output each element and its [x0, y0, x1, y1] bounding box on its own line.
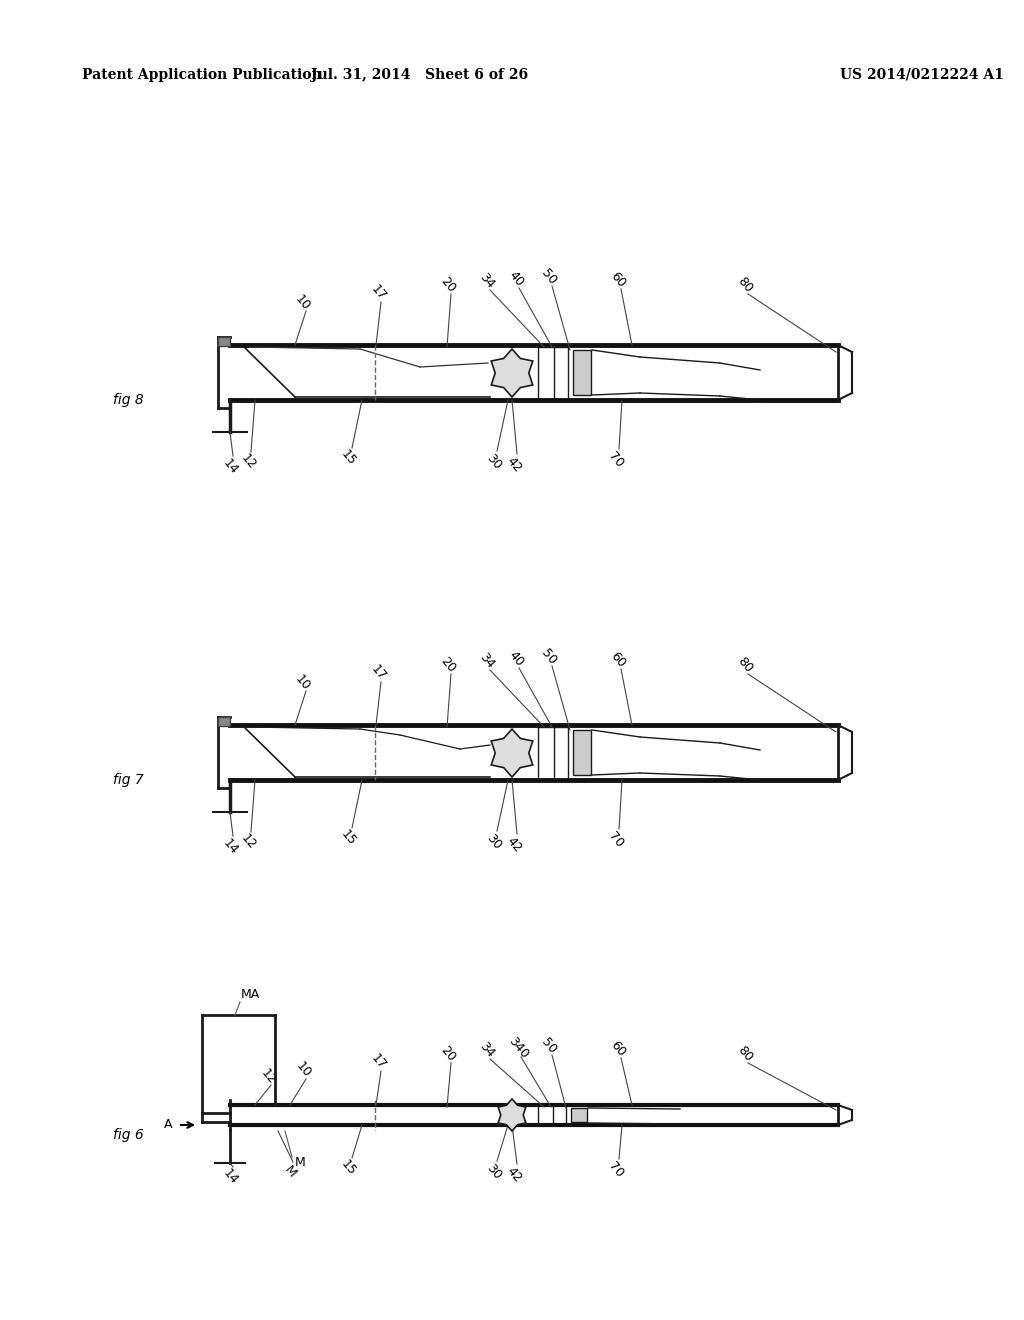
Text: Jul. 31, 2014   Sheet 6 of 26: Jul. 31, 2014 Sheet 6 of 26	[311, 69, 528, 82]
Text: 15: 15	[338, 1158, 358, 1179]
Text: 30: 30	[484, 1162, 504, 1183]
Text: 50: 50	[539, 647, 559, 668]
Text: 70: 70	[606, 1160, 626, 1180]
Text: Patent Application Publication: Patent Application Publication	[82, 69, 322, 82]
Text: 10: 10	[292, 293, 312, 313]
Bar	[218, 717, 230, 726]
Text: 30: 30	[484, 832, 504, 853]
Circle shape	[502, 743, 522, 763]
Text: 34: 34	[477, 651, 497, 671]
Text: 42: 42	[504, 455, 524, 475]
Bar	[571, 1107, 587, 1122]
Polygon shape	[492, 729, 532, 777]
Text: 50: 50	[539, 267, 559, 288]
Text: 70: 70	[606, 450, 626, 470]
Text: M: M	[295, 1156, 305, 1170]
Text: 20: 20	[438, 1044, 458, 1064]
Text: 17: 17	[368, 663, 388, 684]
Text: 80: 80	[735, 275, 755, 296]
Text: 70: 70	[606, 830, 626, 850]
Text: 50: 50	[539, 1036, 559, 1056]
Text: 15: 15	[338, 447, 358, 469]
Text: M: M	[282, 1164, 298, 1180]
Text: fig 7: fig 7	[113, 774, 143, 787]
Text: 20: 20	[438, 655, 458, 676]
Text: 340: 340	[506, 1035, 530, 1061]
Text: 42: 42	[504, 1164, 524, 1185]
Text: US 2014/0212224 A1: US 2014/0212224 A1	[840, 69, 1004, 82]
Polygon shape	[498, 1100, 526, 1131]
Text: 30: 30	[484, 451, 504, 473]
Text: 42: 42	[504, 834, 524, 855]
Bar	[573, 730, 591, 775]
Text: fig 8: fig 8	[113, 393, 143, 407]
Circle shape	[506, 1109, 518, 1121]
Text: 34: 34	[477, 271, 497, 292]
Text: 10: 10	[293, 1060, 313, 1080]
Text: 12: 12	[258, 1067, 279, 1088]
Text: 80: 80	[735, 1044, 755, 1064]
Text: 14: 14	[220, 457, 240, 478]
Text: 60: 60	[608, 649, 628, 671]
Text: 14: 14	[220, 837, 240, 857]
Text: 34: 34	[477, 1040, 497, 1060]
Text: fig 6: fig 6	[113, 1129, 143, 1142]
Text: 20: 20	[438, 275, 458, 296]
Text: 40: 40	[506, 648, 526, 669]
Bar	[218, 337, 230, 346]
Text: A: A	[164, 1118, 172, 1131]
Text: 60: 60	[608, 269, 628, 290]
Text: 15: 15	[338, 828, 358, 849]
Text: 14: 14	[220, 1167, 240, 1187]
Bar	[573, 350, 591, 395]
Text: MA: MA	[241, 989, 260, 1002]
Text: 10: 10	[292, 673, 312, 693]
Polygon shape	[492, 348, 532, 397]
Text: 17: 17	[368, 1052, 388, 1072]
Circle shape	[502, 363, 522, 383]
Text: 60: 60	[608, 1039, 628, 1059]
Text: 40: 40	[506, 269, 526, 289]
Text: 80: 80	[735, 655, 755, 676]
Text: 12: 12	[238, 451, 258, 473]
Text: 12: 12	[238, 832, 258, 853]
Text: 17: 17	[368, 282, 388, 304]
